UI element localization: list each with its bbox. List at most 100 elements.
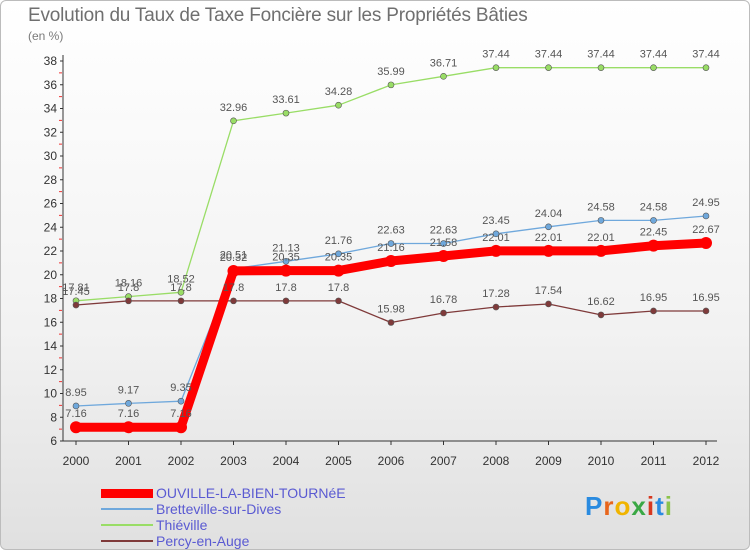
logo-letter: P <box>585 491 604 521</box>
x-tick-label: 2011 <box>641 454 667 468</box>
data-point <box>177 289 185 296</box>
data-label: 7.16 <box>65 408 86 420</box>
y-tick-label: 16 <box>44 315 58 329</box>
x-tick-label: 2006 <box>378 454 405 468</box>
data-label: 16.78 <box>430 294 458 306</box>
data-point <box>70 421 82 434</box>
data-label: 21.13 <box>272 242 300 254</box>
data-point <box>702 307 710 315</box>
data-point <box>177 397 185 405</box>
data-point <box>440 240 447 247</box>
data-point <box>230 117 237 125</box>
y-tick-label: 20 <box>44 268 58 282</box>
data-label: 21.16 <box>377 242 405 254</box>
y-tick-label: 30 <box>44 149 58 163</box>
data-label: 24.58 <box>587 201 615 213</box>
legend-item: Bretteville-sur-Dives <box>101 501 346 517</box>
y-tick-label: 32 <box>44 125 58 139</box>
data-label: 7.16 <box>170 408 191 420</box>
x-tick-label: 2010 <box>588 454 615 468</box>
data-point <box>650 217 657 224</box>
data-point <box>545 223 552 231</box>
data-point <box>387 81 395 89</box>
data-point <box>700 237 712 250</box>
data-label: 16.95 <box>692 292 720 304</box>
data-label: 20.32 <box>220 252 248 264</box>
data-point <box>230 297 237 305</box>
series-2 <box>72 64 710 305</box>
series-3 <box>72 297 710 326</box>
data-label: 17.54 <box>535 285 563 297</box>
data-point <box>492 303 500 311</box>
data-point <box>282 258 290 265</box>
data-label: 22.63 <box>430 225 458 237</box>
data-label: 37.44 <box>640 49 668 61</box>
x-tick-label: 2008 <box>483 454 510 468</box>
data-point <box>72 402 80 410</box>
data-label: 24.95 <box>692 197 720 209</box>
data-label: 16.95 <box>640 292 668 304</box>
legend-swatch <box>101 524 153 526</box>
data-label: 37.44 <box>535 49 563 61</box>
y-tick-label: 24 <box>44 220 58 234</box>
series-0 <box>70 237 712 434</box>
data-label: 8.95 <box>65 387 86 399</box>
data-label: 35.99 <box>377 66 405 78</box>
data-point <box>335 250 342 258</box>
y-tick-label: 34 <box>44 102 58 116</box>
data-point <box>650 64 657 71</box>
y-axis-unit-label: (en %) <box>28 29 64 43</box>
data-label: 36.71 <box>430 57 458 69</box>
y-tick-label: 8 <box>50 410 57 424</box>
y-tick-label: 10 <box>44 387 58 401</box>
data-point <box>332 264 345 277</box>
data-point <box>280 264 292 277</box>
data-label: 17.45 <box>62 286 90 298</box>
data-point <box>282 109 290 117</box>
y-tick-label: 14 <box>44 339 58 353</box>
y-tick-label: 18 <box>44 292 58 306</box>
legend-item: Thiéville <box>101 517 346 533</box>
y-tick-label: 6 <box>50 434 57 448</box>
data-point <box>702 212 710 220</box>
logo-letter: i <box>664 491 673 521</box>
data-label: 17.8 <box>223 282 244 294</box>
data-point <box>227 264 240 277</box>
logo-letter: r <box>603 491 615 521</box>
data-point <box>545 64 552 71</box>
proxiti-logo: Proxiti <box>585 491 673 522</box>
data-point <box>125 400 132 407</box>
data-point <box>597 217 605 224</box>
y-tick-label: 38 <box>44 54 58 68</box>
data-label: 20.35 <box>272 252 300 264</box>
data-point <box>72 301 80 309</box>
legend-label: Thiéville <box>156 517 208 533</box>
data-label: 34.28 <box>325 86 353 98</box>
data-label: 18.52 <box>167 273 195 285</box>
chart-legend: OUVILLE-LA-BIEN-TOURNéE Bretteville-sur-D… <box>101 485 346 549</box>
data-point <box>387 319 395 326</box>
data-point <box>335 101 342 109</box>
data-label: 24.58 <box>640 201 668 213</box>
data-label: 17.81 <box>62 282 90 294</box>
data-label: 23.45 <box>482 215 510 227</box>
legend-label: OUVILLE-LA-BIEN-TOURNéE <box>156 485 346 501</box>
data-point <box>650 307 657 315</box>
y-tick-label: 22 <box>44 244 58 258</box>
data-point <box>702 64 710 71</box>
data-point <box>437 249 450 262</box>
data-label: 21.58 <box>430 237 458 249</box>
data-label: 22.67 <box>692 224 720 236</box>
data-point <box>335 297 342 305</box>
x-tick-label: 2001 <box>115 454 142 468</box>
y-tick-label: 26 <box>44 197 58 211</box>
chart-title: Evolution du Taux de Taxe Foncière sur l… <box>28 5 528 26</box>
series-line <box>71 238 711 432</box>
data-label: 37.44 <box>587 49 615 61</box>
data-point <box>492 230 500 238</box>
x-tick-label: 2009 <box>535 454 562 468</box>
chart-axes <box>59 55 717 442</box>
data-label: 9.17 <box>118 384 139 396</box>
